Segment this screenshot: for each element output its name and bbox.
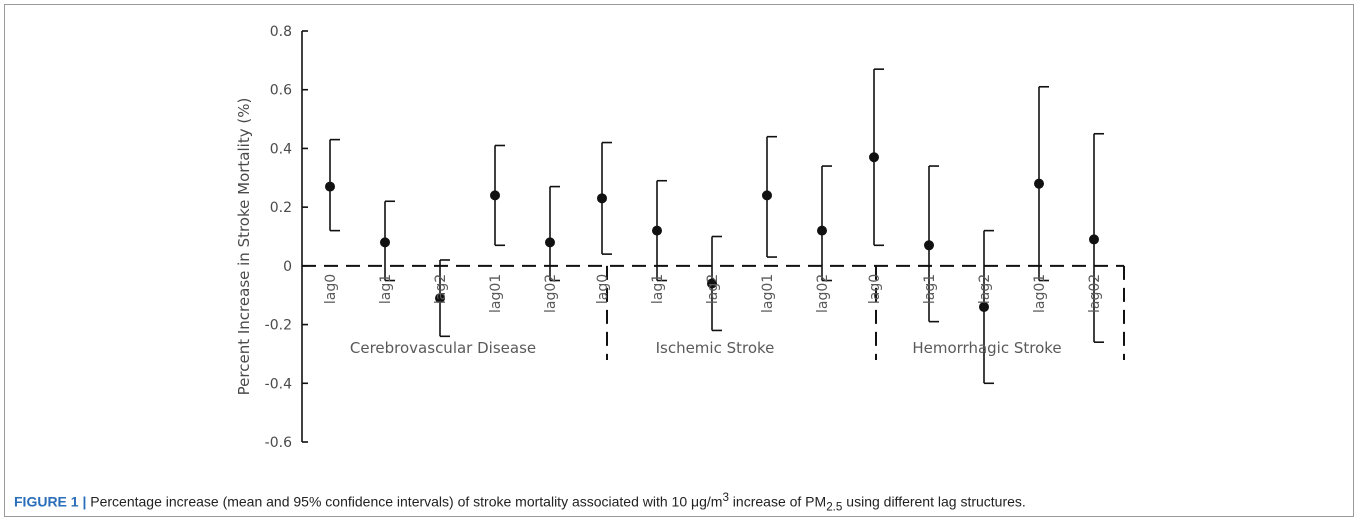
- y-tick-label: -0.6: [265, 435, 292, 451]
- y-tick-label: 0.6: [270, 83, 292, 99]
- mean-point: [490, 190, 500, 201]
- mean-point: [762, 190, 772, 201]
- mean-point: [325, 181, 335, 192]
- mean-point: [597, 193, 607, 204]
- mean-point: [545, 237, 555, 248]
- mean-point: [817, 225, 827, 236]
- category-label: lag2: [433, 274, 449, 304]
- group-label: Hemorrhagic Stroke: [912, 339, 1061, 357]
- mean-point: [707, 278, 717, 289]
- mean-point: [979, 301, 989, 312]
- category-label: lag1: [650, 274, 666, 304]
- figure-caption: FIGURE 1 | Percentage increase (mean and…: [14, 491, 1354, 513]
- y-tick-label: -0.4: [265, 376, 292, 392]
- category-label: lag01: [1032, 274, 1048, 313]
- caption-subscript: 2.5: [826, 500, 843, 514]
- category-label: lag1: [922, 274, 938, 304]
- category-label: lag0: [595, 274, 611, 304]
- caption-text-3: using different lag structures.: [842, 493, 1026, 510]
- category-label: lag0: [323, 274, 339, 304]
- mean-point: [869, 152, 879, 163]
- category-label: lag0: [867, 274, 883, 304]
- group-label: Ischemic Stroke: [656, 339, 775, 357]
- mean-point: [1089, 234, 1099, 245]
- mean-point: [380, 237, 390, 248]
- category-label: lag1: [378, 274, 394, 304]
- category-label: lag01: [488, 274, 504, 313]
- y-axis: 0.8 0.6 0.4 0.2 0 -0.2 -0.4 -0.6: [265, 24, 308, 451]
- figure-label: FIGURE 1 |: [14, 493, 87, 510]
- zero-reference-line: [302, 264, 1125, 360]
- mean-point: [435, 293, 445, 304]
- caption-text-2: increase of PM: [728, 493, 827, 510]
- mean-point: [652, 225, 662, 236]
- category-label: lag02: [543, 274, 559, 313]
- mean-point: [1034, 178, 1044, 189]
- chart-marks: [325, 68, 1104, 385]
- mean-point: [924, 240, 934, 251]
- caption-superscript: 3: [722, 491, 729, 504]
- y-tick-label: 0: [283, 259, 292, 275]
- y-tick-label: 0.2: [270, 200, 292, 216]
- y-tick-label: 0.4: [270, 141, 292, 157]
- category-label: lag01: [760, 274, 776, 313]
- category-label: lag02: [1087, 274, 1103, 313]
- y-tick-label: 0.8: [270, 24, 292, 40]
- chart-labels: lag0 lag1 lag2 lag01 lag02 Cerebrovascular Di…: [323, 274, 1103, 357]
- figure-frame: [4, 4, 1354, 517]
- y-axis-label: Percent Increase in Stroke Mortality (%): [235, 98, 253, 396]
- category-label: lag02: [815, 274, 831, 313]
- chart: 0.80.60.40.20-0.2-0.4-0.6 lag0 lag1 lag2 la…: [235, 24, 1125, 451]
- y-tick-label: -0.2: [265, 318, 292, 334]
- caption-text-1: Percentage increase (mean and 95% confid…: [86, 493, 723, 510]
- category-label: lag2: [705, 274, 721, 304]
- category-label: lag2: [977, 274, 993, 304]
- group-label: Cerebrovascular Disease: [350, 339, 536, 357]
